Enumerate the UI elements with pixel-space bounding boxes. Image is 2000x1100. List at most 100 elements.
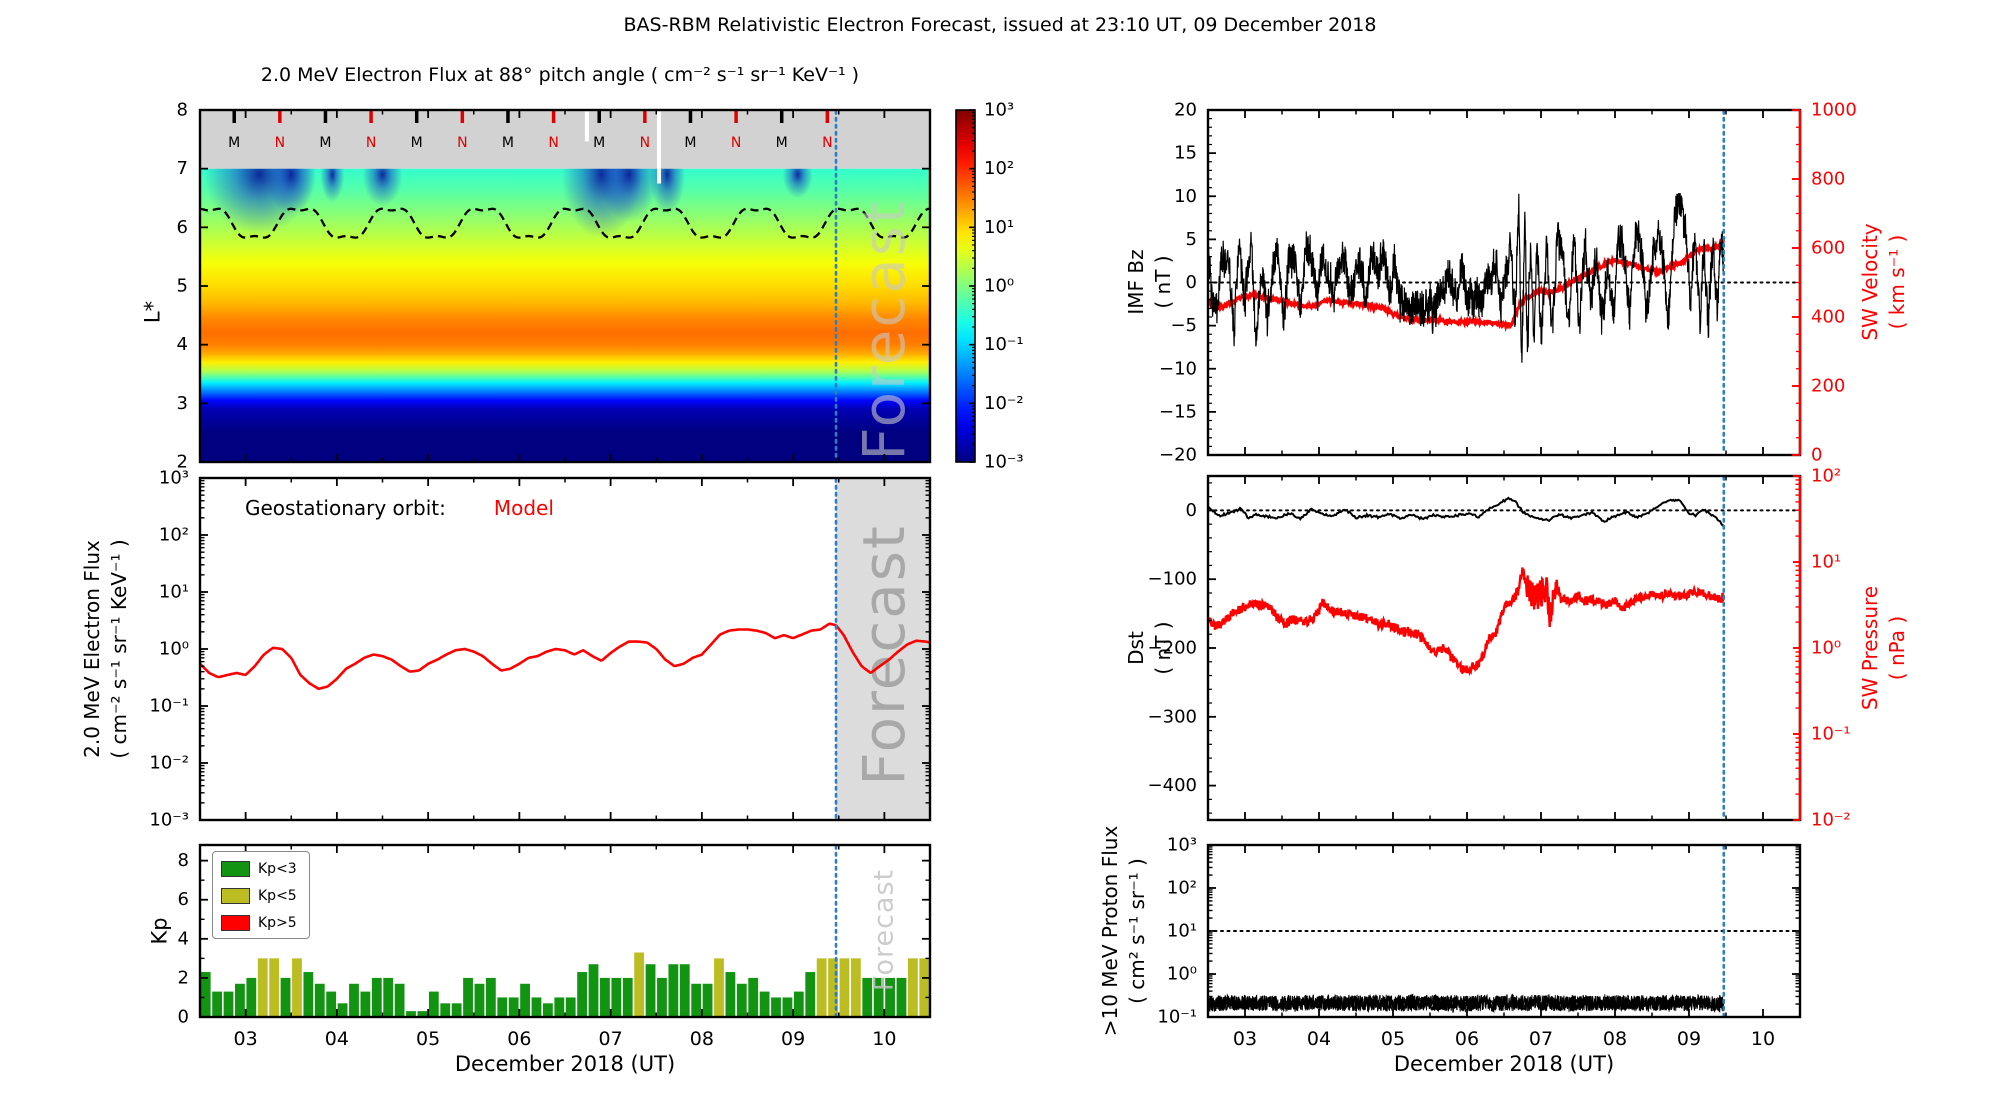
kp-bar xyxy=(292,958,302,1017)
bz-tick-label: 10 xyxy=(1174,186,1197,207)
imf-bz-line xyxy=(1208,193,1725,363)
spectrogram-title: 2.0 MeV Electron Flux at 88° pitch angle… xyxy=(260,64,860,86)
x-tick-label: 03 xyxy=(234,1028,258,1050)
x-tick-label: 05 xyxy=(1381,1028,1405,1050)
dst-axis-label-line2: ( nT ) xyxy=(1151,621,1175,675)
proton-tick-label: 10² xyxy=(1167,878,1197,899)
kp-bar xyxy=(668,964,679,1017)
kp-bar xyxy=(873,977,884,1017)
kp-bar xyxy=(360,991,371,1017)
velocity-tick-label: 400 xyxy=(1811,307,1845,328)
dst-tick-label: −100 xyxy=(1148,569,1197,590)
lstar-tick-label: 5 xyxy=(177,276,188,297)
x-tick-label: 10 xyxy=(872,1028,896,1050)
dst-tick-label: 0 xyxy=(1186,500,1197,521)
colorbar-tick-label: 10⁻² xyxy=(984,393,1024,414)
dst-tick-label: −400 xyxy=(1148,775,1197,796)
forecast-watermark: Forecast xyxy=(850,524,918,785)
low-flux-patch xyxy=(320,168,345,203)
kp-bar xyxy=(463,977,473,1017)
kp-gt5-label: Kp>5 xyxy=(258,915,297,931)
low-flux-patch xyxy=(598,168,659,223)
kp-bar xyxy=(714,958,724,1017)
flux-tick-label: 10⁻³ xyxy=(149,810,189,831)
mlt-label-n: N xyxy=(275,135,285,151)
dst-frame xyxy=(1206,474,1802,822)
mlt-band xyxy=(200,110,930,169)
model-flux-line xyxy=(200,622,930,691)
mlt-label-m: M xyxy=(776,135,788,151)
x-tick-label: 07 xyxy=(599,1028,623,1050)
x-tick-label: 08 xyxy=(690,1028,714,1050)
kp-bar xyxy=(862,977,873,1017)
forecast-watermark: Forecast xyxy=(850,199,918,460)
sw-velocity-axis-label: SW Velocity ( km s⁻¹ ) xyxy=(1857,223,1911,340)
kp-bar xyxy=(200,972,211,1017)
lstar-axis-label: L* xyxy=(140,300,165,324)
kp-bar xyxy=(805,972,816,1017)
bz-tick-label: 15 xyxy=(1174,143,1197,164)
mlt-label-m: M xyxy=(228,135,240,151)
kp-bar xyxy=(303,972,314,1017)
sw-velocity-axis-label-line2: ( km s⁻¹ ) xyxy=(1885,234,1909,330)
kp-lt3-label: Kp<3 xyxy=(258,861,297,877)
dst-tick-label: −200 xyxy=(1148,638,1197,659)
x-tick-label: 03 xyxy=(1233,1028,1257,1050)
kp-bar xyxy=(771,997,781,1017)
mlt-label-m: M xyxy=(593,135,605,151)
kp-bar xyxy=(919,958,930,1017)
kp-bar xyxy=(691,983,702,1017)
x-tick-label: 04 xyxy=(325,1028,349,1050)
kp-bar xyxy=(577,972,588,1017)
kp-bar xyxy=(497,997,508,1017)
mlt-label-m: M xyxy=(319,135,331,151)
flux-tick-label: 10³ xyxy=(159,468,189,489)
proton-tick-label: 10³ xyxy=(1167,835,1197,856)
kp-bar xyxy=(736,983,747,1017)
kp-bar xyxy=(850,958,861,1017)
low-flux-patch xyxy=(266,168,317,215)
proton-flux-axis-label: >10 MeV Proton Flux ( cm² s⁻¹ sr⁻¹ ) xyxy=(1097,826,1151,1037)
kp-bar xyxy=(839,958,850,1017)
kp-bar xyxy=(759,991,770,1017)
kp-bar xyxy=(828,958,838,1017)
kp-bar xyxy=(406,1011,416,1017)
kp-bar xyxy=(417,1011,428,1017)
kp-bar xyxy=(326,991,337,1017)
kp-bar xyxy=(212,991,223,1017)
velocity-tick-label: 200 xyxy=(1811,376,1845,397)
mlt-label-n: N xyxy=(457,135,467,151)
velocity-tick-label: 0 xyxy=(1811,445,1822,466)
colorbar-tick-label: 10⁻³ xyxy=(984,452,1024,473)
kp-tick-label: 4 xyxy=(178,928,189,949)
flux-tick-label: 10⁻² xyxy=(149,753,189,774)
sw-velocity-axis-label-line1: SW Velocity xyxy=(1858,223,1882,341)
lstar-tick-label: 2 xyxy=(177,452,188,473)
flux-tick-label: 10¹ xyxy=(159,582,189,603)
velocity-tick-label: 1000 xyxy=(1811,100,1857,121)
kp-bar xyxy=(725,972,736,1017)
kp-bar xyxy=(679,964,690,1017)
x-tick-label: 09 xyxy=(1677,1028,1701,1050)
electron-flux-axis-label-line1: 2.0 MeV Electron Flux xyxy=(80,540,104,758)
flux-tick-label: 10⁻¹ xyxy=(149,696,189,717)
pressure-tick-label: 10⁰ xyxy=(1811,638,1841,659)
kp-axis-label: Kp xyxy=(147,917,172,945)
legend-item-kp-lt5: Kp<5 xyxy=(221,888,301,904)
lstar-tick-label: 3 xyxy=(177,393,188,414)
x-tick-label: 06 xyxy=(1455,1028,1479,1050)
x-tick-label: 10 xyxy=(1751,1028,1775,1050)
kp-lt5-swatch xyxy=(221,888,250,904)
sw-pressure-axis-label-line2: ( nPa ) xyxy=(1885,615,1909,681)
flux-tick-label: 10⁰ xyxy=(159,639,189,660)
colorbar-tick-label: 10² xyxy=(984,158,1014,179)
x-tick-label: 09 xyxy=(781,1028,805,1050)
kp-bar xyxy=(611,977,622,1017)
imf-bz-axis-label-line1: IMF Bz xyxy=(1124,249,1148,315)
bz-tick-label: 0 xyxy=(1186,272,1197,293)
forecast-watermark: Forecast xyxy=(869,869,900,991)
x-tick-label: 06 xyxy=(507,1028,531,1050)
bz-tick-label: −15 xyxy=(1159,401,1197,422)
